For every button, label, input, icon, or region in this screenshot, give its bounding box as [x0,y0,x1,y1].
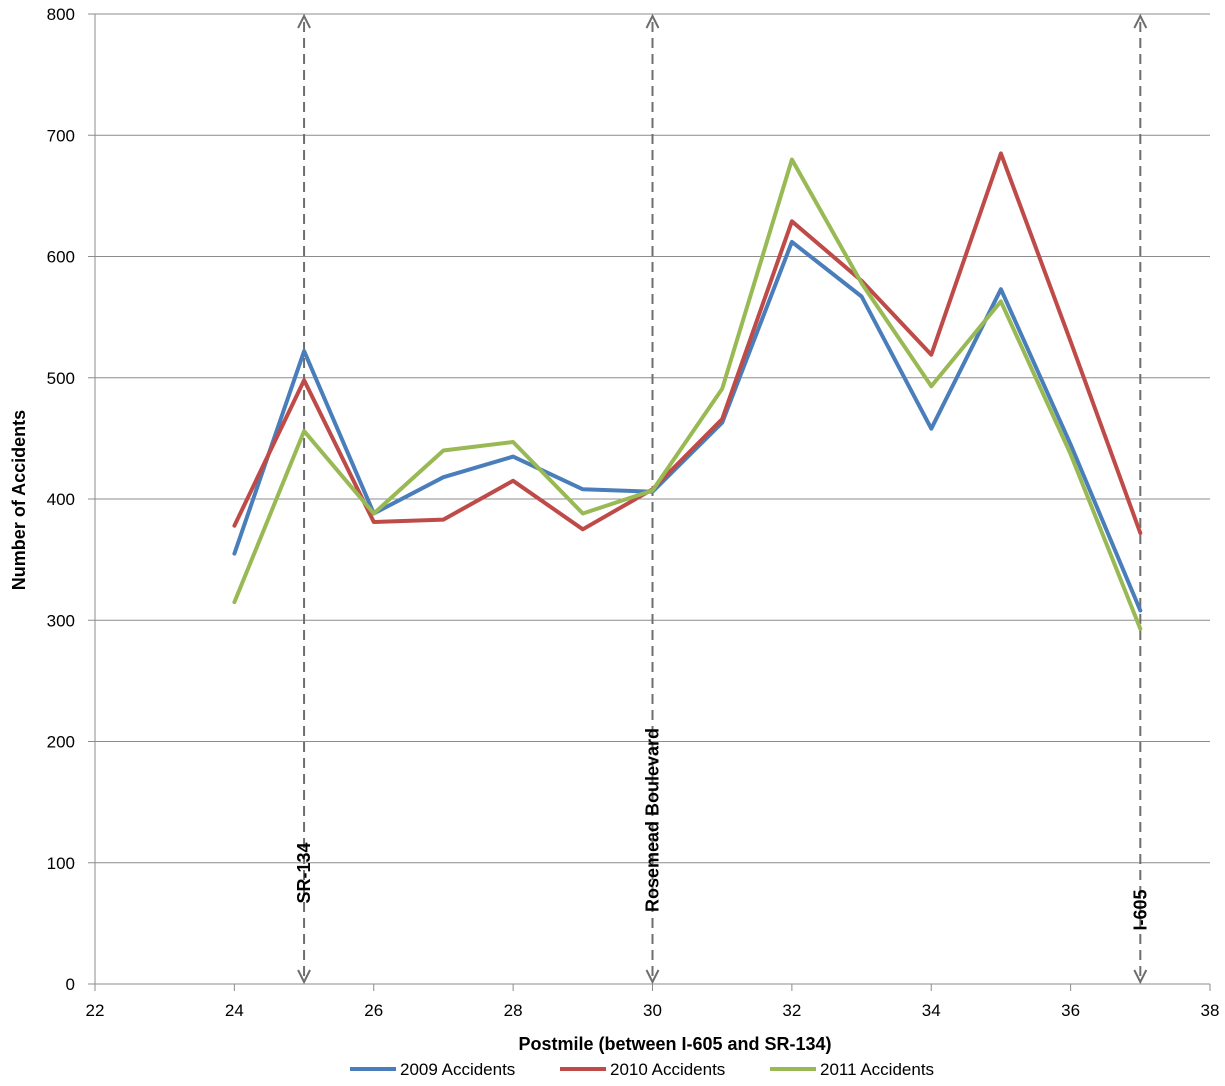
legend: 2009 Accidents 2010 Accidents 2011 Acciden… [350,1060,934,1079]
x-tick-label: 28 [504,1001,523,1020]
arrowhead-down-icon [645,969,660,985]
annotation-label: SR-134 [294,842,314,903]
x-tick-label: 24 [225,1001,244,1020]
y-axis-title: Number of Accidents [9,410,29,590]
data-series [232,151,1143,631]
arrowhead-down-icon [1133,969,1148,985]
series-line [232,157,1143,631]
y-tick-label: 400 [47,490,75,509]
legend-label: 2010 Accidents [610,1060,725,1079]
legend-label: 2009 Accidents [400,1060,515,1079]
x-tick-label: 30 [643,1001,662,1020]
x-tick-label: 34 [922,1001,941,1020]
y-tick-label: 800 [47,5,75,24]
annotation-label: Rosemead Boulevard [643,728,663,912]
y-tick-label: 600 [47,248,75,267]
legend-label: 2011 Accidents [820,1060,934,1079]
y-tick-label: 200 [47,733,75,752]
series-line [232,151,1143,535]
annotation-arrows [297,13,1148,985]
y-tick-label: 0 [66,975,75,994]
axes: 0 100 200 300 400 500 600 700 800 22 24 26 28 30 32 34 3… [47,5,1220,1020]
y-tick-label: 300 [47,611,75,630]
annotation-labels: SR-134 Rosemead Boulevard I-605 [294,728,1150,931]
y-tick-label: 500 [47,369,75,388]
arrowhead-up-icon [1133,13,1148,29]
x-tick-label: 22 [86,1001,105,1020]
arrowhead-down-icon [297,969,311,985]
x-tick-label: 32 [782,1001,801,1020]
series-line [232,239,1143,613]
x-axis-title: Postmile (between I-605 and SR-134) [518,1034,831,1054]
arrowhead-up-icon [297,13,311,29]
x-tick-label: 26 [364,1001,383,1020]
y-tick-label: 100 [47,854,75,873]
y-tick-label: 700 [47,126,75,145]
annotation-label: I-605 [1130,889,1150,930]
arrowhead-up-icon [645,13,660,29]
x-tick-label: 36 [1061,1001,1080,1020]
x-tick-label: 38 [1201,1001,1220,1020]
